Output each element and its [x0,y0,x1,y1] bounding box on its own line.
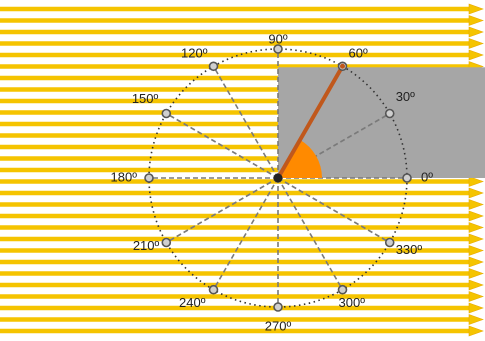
point-icon[interactable] [161,237,172,248]
point-icon[interactable] [273,44,283,54]
center-point[interactable] [273,173,283,183]
arrow-right-icon [468,15,484,26]
angle-points [144,44,412,312]
arrow-right-icon [468,49,484,61]
arrow-right-icon [468,222,484,233]
arrow-right-icon [468,187,484,199]
arrow-right-icon [468,210,484,222]
incident-ray[interactable] [276,64,345,180]
angle-label: 150º [132,91,159,106]
point-icon[interactable] [384,108,395,119]
point-icon[interactable] [144,173,154,183]
angle-label: 30º [396,89,415,104]
angle-labels: 0º 30º 60º 90º 120º 150º 180º 210º 240º 270º 300º 3… [111,31,434,333]
spoke-line [277,112,391,179]
point-icon[interactable] [273,302,283,312]
highlighted-arc [278,139,322,178]
arrow-right-icon [468,302,484,314]
point-icon[interactable] [161,108,172,119]
point-icon[interactable] [337,284,348,295]
angle-label: 270º [265,318,292,333]
arrow-right-icon [468,325,484,337]
angle-label: 120º [181,46,208,61]
spoke-line [277,177,344,291]
arrow-right-icon [468,268,484,279]
angle-label: 330º [396,242,423,257]
arrow-right-icon [468,245,484,256]
point-icon[interactable] [208,61,219,72]
angle-label: 90º [268,31,287,46]
point-icon[interactable] [384,237,395,248]
ray-endpoint [340,63,345,69]
spoke-line [165,112,279,179]
point-icon[interactable] [208,284,219,295]
arrow-right-icon [468,279,484,291]
spoke-line [277,177,391,244]
arrow-right-icon [468,233,484,245]
arrow-right-icon [468,26,484,38]
arrow-right-icon [468,3,484,15]
arrow-right-icon [468,291,484,302]
arrow-right-icon [468,256,484,268]
angle-label: 300º [339,295,366,310]
point-icon[interactable] [402,173,412,183]
angle-label: 60º [349,46,368,61]
spoke-line [165,177,279,244]
arrow-right-icon [468,199,484,210]
arrow-right-icon [468,314,484,325]
spoke-line [212,65,279,179]
spoke-line [212,177,279,291]
arrow-right-icon [468,176,484,187]
arrow-right-icon [468,38,484,49]
angle-label: 180º [111,169,138,184]
angle-label: 240º [179,295,206,310]
angle-label: 210º [133,238,160,253]
angle-label: 0º [421,169,433,184]
